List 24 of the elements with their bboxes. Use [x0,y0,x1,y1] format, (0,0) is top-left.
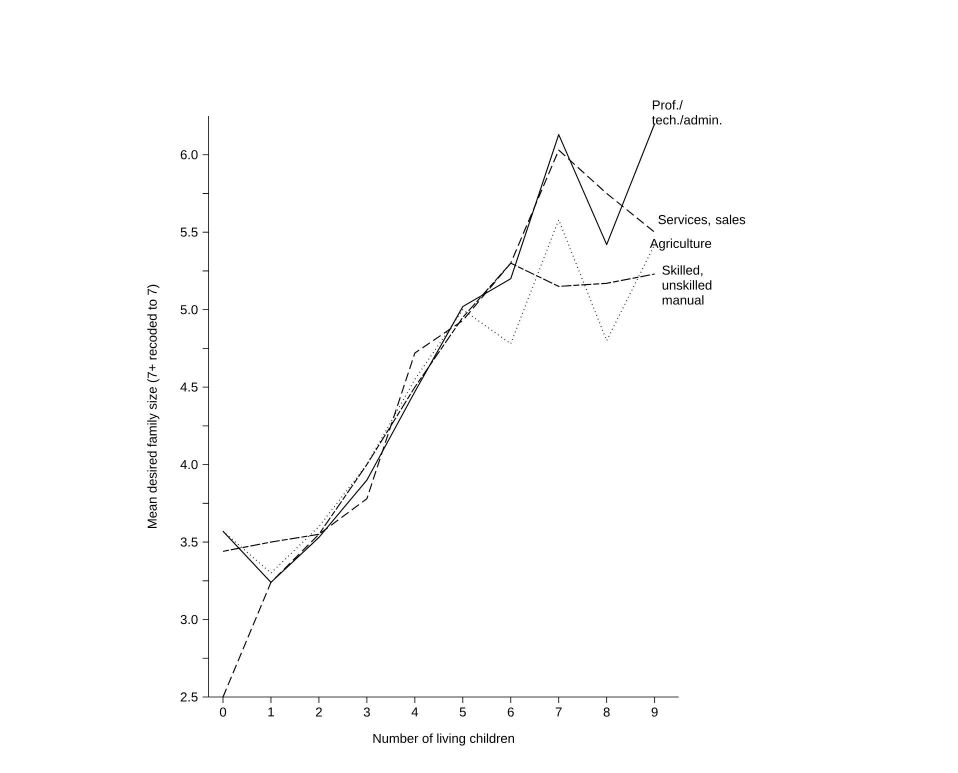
x-tick-label: 4 [412,708,418,716]
series-label: Agriculture [650,238,712,251]
x-axis-title: Number of living children [373,733,514,746]
y-tick-label: 4.0 [180,460,198,470]
series-label: Services, sales [658,214,746,226]
y-tick-label: 3.0 [180,614,198,624]
x-tick-label: 8 [604,707,610,717]
y-tick-label: 2.5 [180,692,198,702]
y-tick-label: 4.5 [180,382,198,392]
y-tick-label: 3.5 [180,537,198,547]
y-axis-title: Mean desired family size (7+ recoded to 7) [147,284,160,528]
x-tick-label: 3 [364,707,370,717]
x-tick-label: 2 [316,707,322,717]
series-label: Skilled, unskilled manual [662,265,712,305]
y-tick-label: 5.5 [180,228,198,237]
x-tick-label: 9 [652,707,658,717]
x-tick-label: 6 [508,707,514,717]
x-tick-label: 0 [220,707,226,717]
x-tick-label: 1 [268,708,274,716]
y-tick-label: 5.0 [180,305,198,314]
x-tick-label: 5 [460,708,466,717]
y-tick-label: 6.0 [180,150,198,160]
series-label: Prof./ tech./admin. [652,100,722,125]
x-tick-label: 7 [556,708,562,716]
